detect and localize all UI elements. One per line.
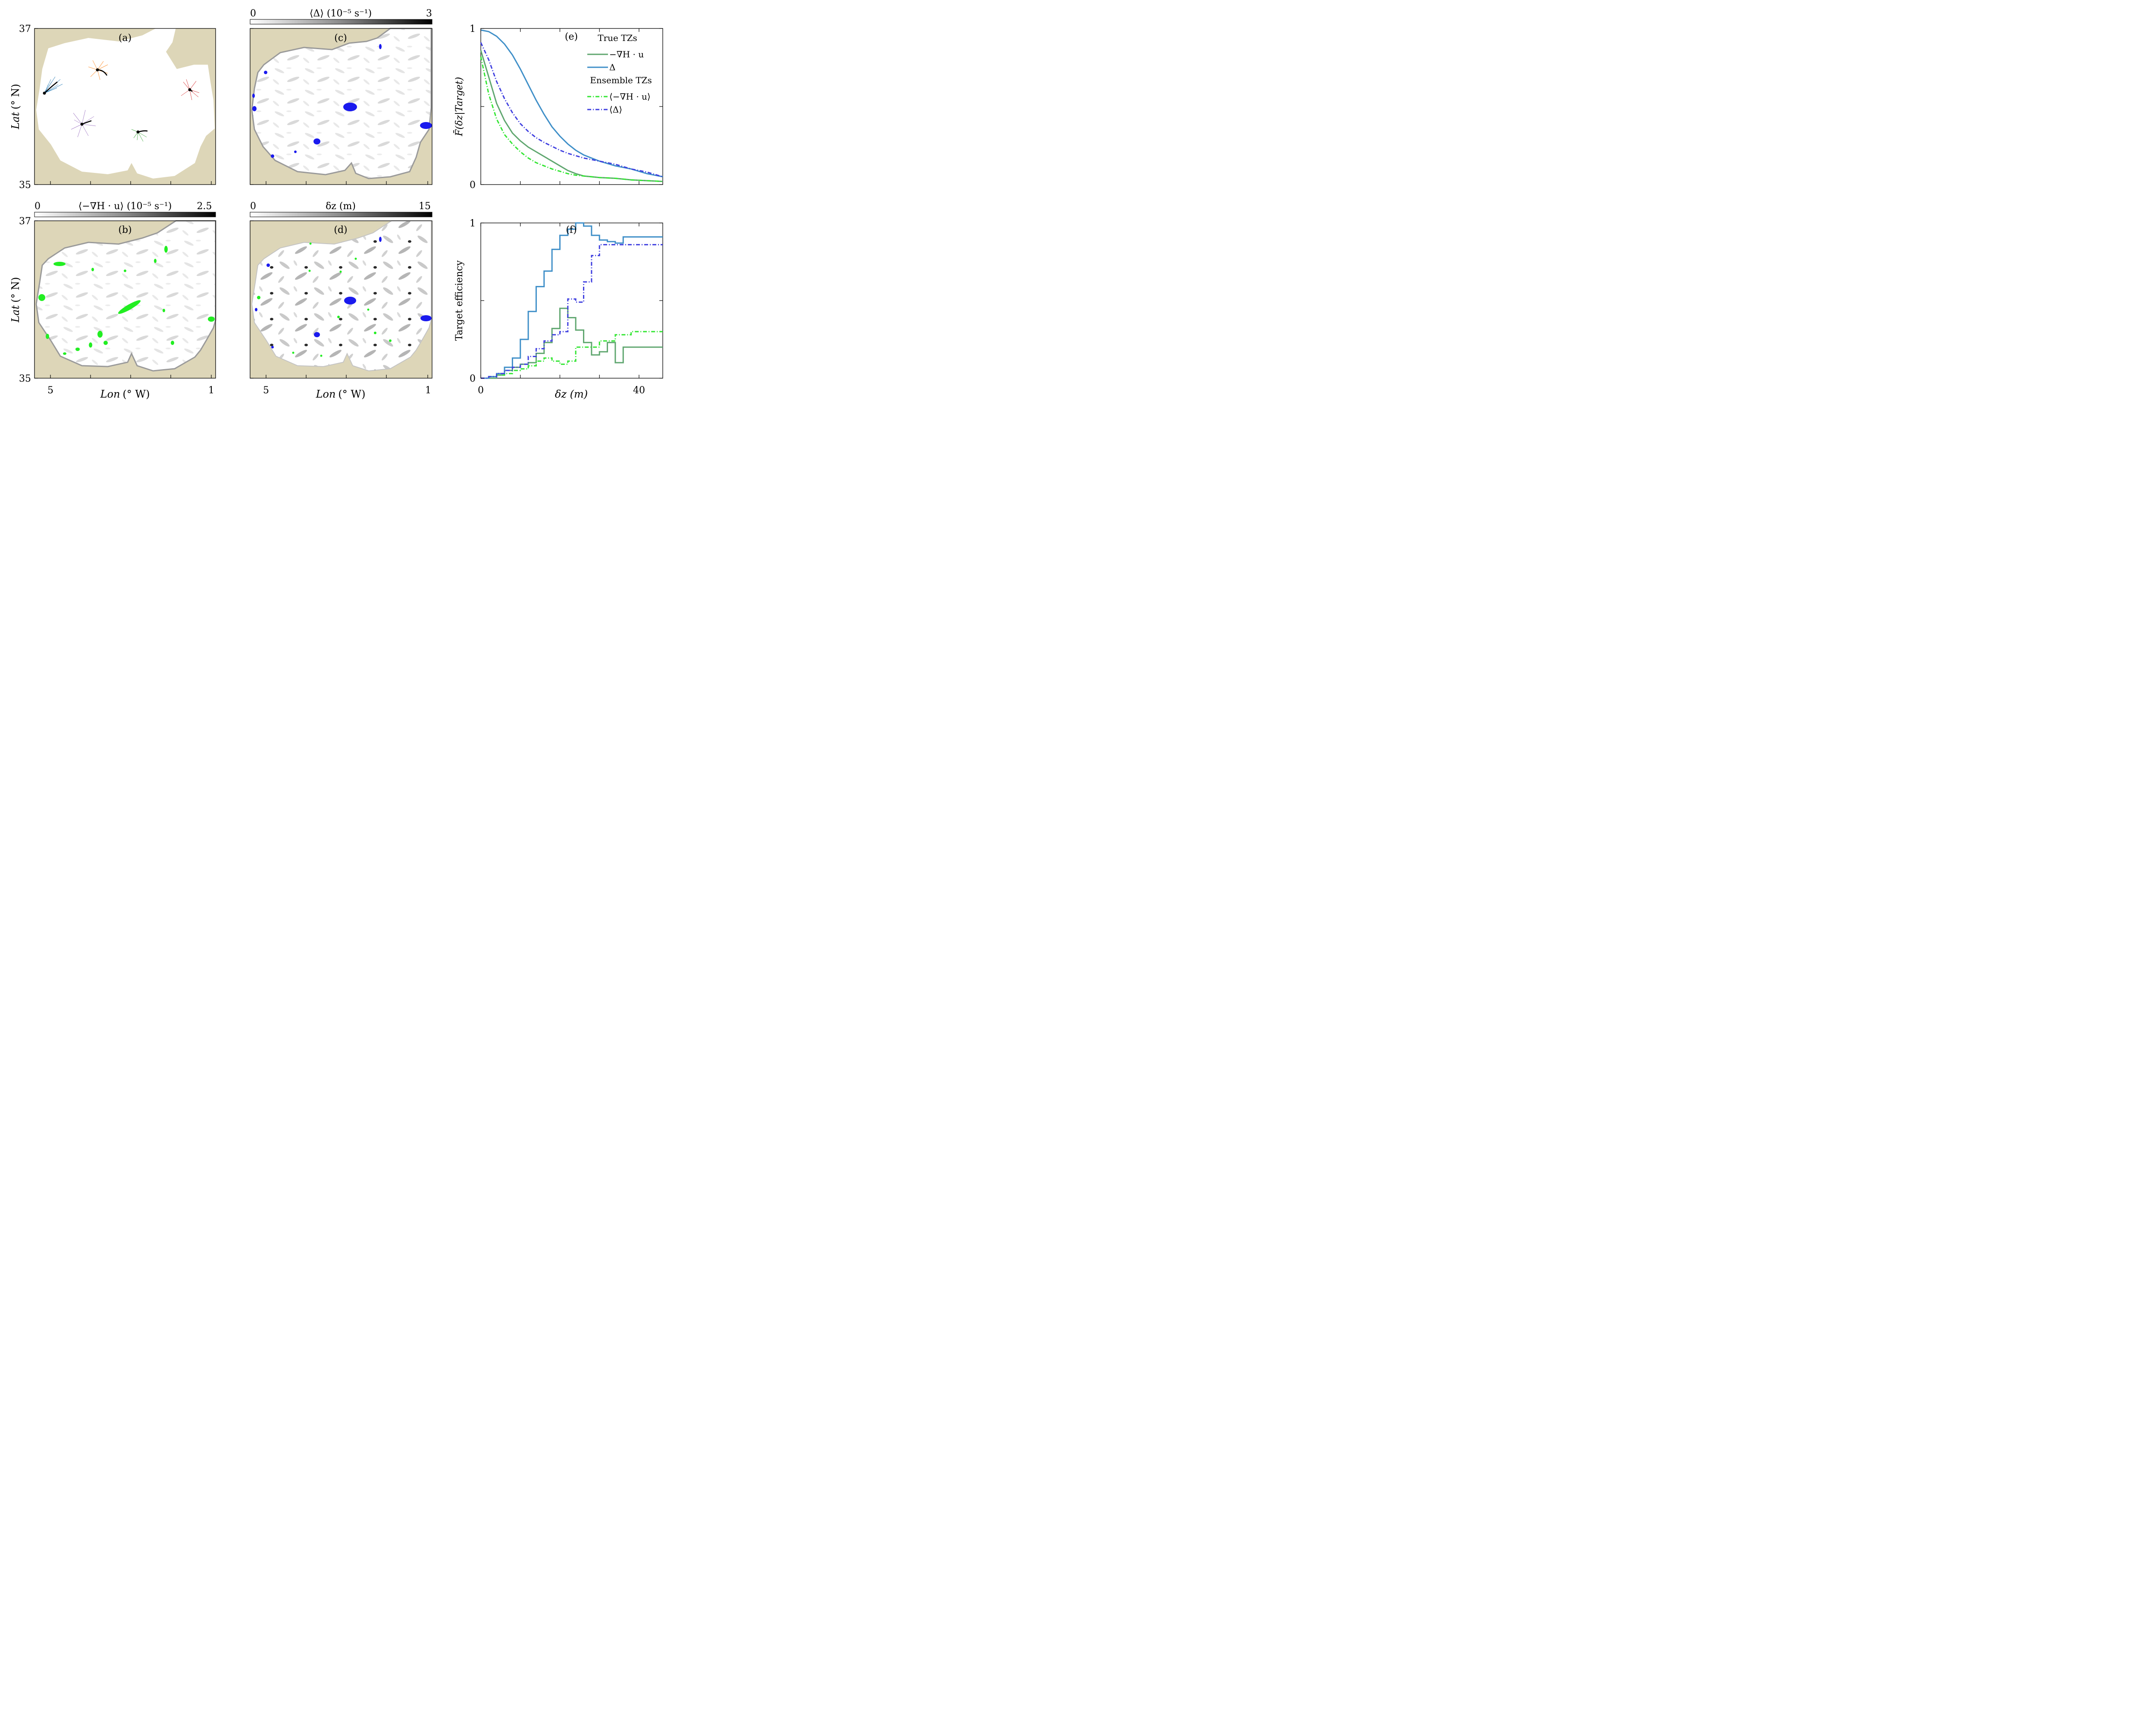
tz-markers-green [257, 242, 392, 357]
colorbar-b-min: 0 [34, 201, 41, 212]
panel-f: 1 0 0 40 (f) Target efficiency δz (m) [454, 218, 663, 400]
colorbar-d-max: 15 [419, 201, 431, 212]
panel-b: 0 ⟨−∇H · u⟩ (10⁻⁵ s⁻¹) 2.5 (b) [34, 201, 216, 379]
legend-title-ensemble: Ensemble TZs [590, 75, 652, 85]
x-tick-40-f: 40 [633, 385, 645, 396]
ticks-f [480, 223, 663, 379]
y-tick-0-f: 0 [470, 373, 476, 384]
vertical-displacement-field [251, 220, 432, 372]
release-points [43, 68, 191, 134]
panel-c: 0 ⟨Δ⟩ (10⁻⁵ s⁻¹) 3 (c) [250, 8, 432, 185]
axes-frame [250, 220, 432, 379]
colorbar-d-min: 0 [250, 201, 256, 212]
tz-markers [38, 246, 215, 355]
tz-markers-blue [255, 237, 432, 348]
series-line-1-2 [481, 331, 663, 379]
axes-frame [250, 28, 432, 185]
colorbar-c [250, 19, 432, 25]
series-line-0-0 [480, 50, 663, 182]
axes-frame [34, 220, 216, 379]
y-axis-label-e: F̄(δz|Target) [453, 77, 465, 136]
colorbar-d-label: δz (m) [326, 201, 356, 212]
lat-tick-bottom-b: 35 [19, 373, 31, 384]
panel-e: 1 0 (e) F̄(δz|Target) True TZs −∇H · u Δ… [453, 24, 663, 191]
map-ticks [34, 28, 428, 379]
colorbar-c-label: ⟨Δ⟩ (10⁻⁵ s⁻¹) [310, 8, 372, 19]
series-lines-f [481, 222, 663, 379]
panel-d: 0 δz (m) 15 (d) [250, 201, 432, 379]
panel-label-c: (c) [334, 33, 347, 44]
x-axis-label-f: δz (m) [555, 388, 588, 400]
divergence-field [251, 28, 432, 179]
axes-frame [34, 28, 216, 185]
lon-tick-right-b: 1 [208, 385, 214, 396]
panel-label-a: (a) [119, 33, 132, 44]
panel-label-b: (b) [118, 225, 132, 235]
legend-entry-ens-delta: ⟨Δ⟩ [609, 104, 622, 115]
panel-label-e: (e) [565, 31, 578, 42]
convergence-field [35, 220, 216, 372]
lon-tick-left-d: 5 [263, 385, 269, 396]
legend-e: True TZs −∇H · u Δ Ensemble TZs ⟨−∇H · u… [587, 33, 652, 115]
lat-axis-label-a: Lat(° N) [9, 84, 22, 129]
colorbar-b-label: ⟨−∇H · u⟩ (10⁻⁵ s⁻¹) [78, 201, 172, 212]
legend-entry-true-conv: −∇H · u [609, 49, 644, 60]
legend-entry-ens-conv: ⟨−∇H · u⟩ [609, 91, 651, 102]
lon-tick-right-d: 1 [425, 385, 431, 396]
colorbar-c-max: 3 [426, 8, 432, 19]
lon-axis-label-d: Lon (° W) [316, 388, 366, 400]
legend-entry-true-delta: Δ [609, 62, 615, 72]
y-axis-label-f: Target efficiency [454, 260, 465, 341]
legend-title-true: True TZs [598, 33, 637, 43]
series-line-1-1 [481, 222, 663, 379]
panel-a: (a) [34, 28, 216, 185]
sea-region [36, 28, 215, 179]
trajectory-cluster-blue [44, 76, 63, 94]
lon-tick-left-b: 5 [47, 385, 53, 396]
x-tick-0-f: 0 [478, 385, 484, 396]
y-tick-0-e: 0 [470, 180, 476, 191]
panel-label-f: (f) [566, 225, 577, 235]
series-line-0-3 [480, 42, 663, 178]
colorbar-b [34, 212, 216, 217]
tz-markers [252, 44, 432, 158]
axes-frame [480, 223, 663, 379]
colorbar-d [250, 212, 432, 217]
lon-axis-label-b: Lon (° W) [100, 388, 150, 400]
series-lines-e [480, 29, 663, 182]
series-line-0-2 [480, 56, 663, 182]
colorbar-b-max: 2.5 [197, 201, 212, 212]
lat-tick-bottom-a: 35 [19, 180, 31, 191]
panel-label-d: (d) [334, 225, 347, 235]
series-line-0-1 [480, 29, 663, 178]
series-line-1-3 [481, 244, 663, 379]
y-tick-1-f: 1 [470, 218, 476, 229]
colorbar-c-min: 0 [250, 8, 256, 19]
ticks-e [480, 28, 663, 185]
y-tick-1-e: 1 [470, 24, 476, 34]
lat-axis-label-b: Lat(° N) [9, 277, 22, 323]
lat-tick-top-b: 37 [19, 216, 31, 227]
lat-tick-top-a: 37 [19, 24, 31, 34]
